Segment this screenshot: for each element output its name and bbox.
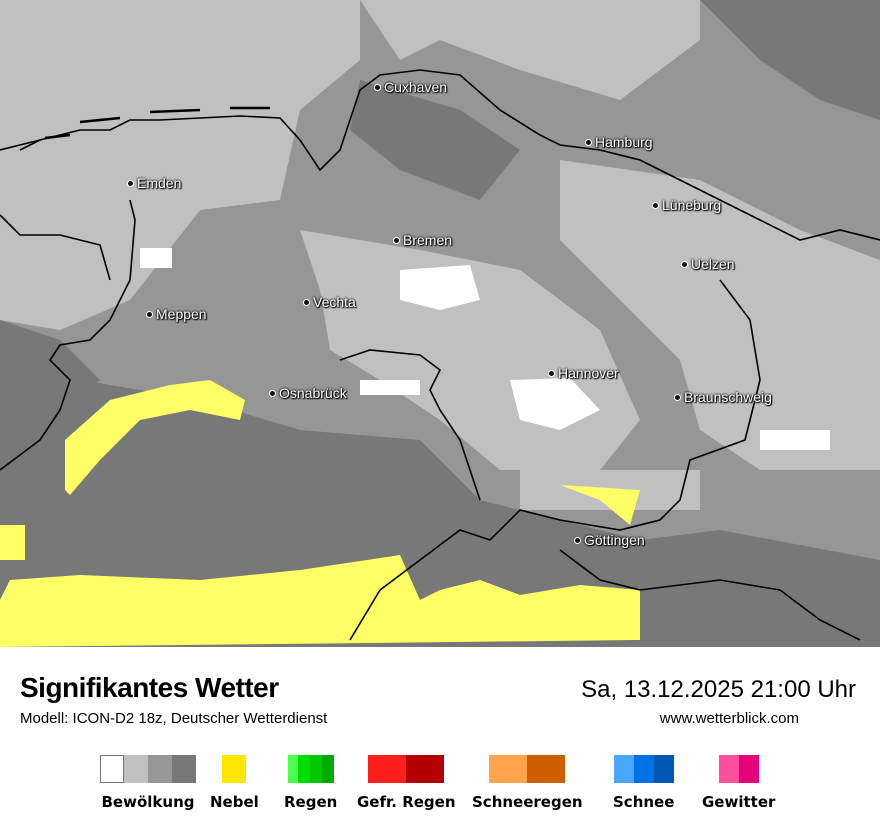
- city-dot: [652, 201, 659, 209]
- city-bremen: Bremen: [393, 232, 452, 248]
- website: www.wetterblick.com: [659, 710, 799, 727]
- legend-schneeregen: Schneeregen: [472, 755, 583, 811]
- legend-swatch: [633, 755, 654, 783]
- borders: [0, 69, 880, 641]
- weather-map: Cuxhaven Hamburg Emden Lüneburg Bremen U…: [0, 0, 880, 647]
- city-hamburg: Hamburg: [585, 134, 653, 150]
- legend-swatch: [287, 755, 298, 783]
- legend-swatch: [297, 755, 310, 783]
- city-dot: [146, 310, 153, 318]
- city-lueneburg: Lüneburg: [652, 197, 721, 213]
- city-dot: [374, 83, 381, 91]
- city-dot: [303, 298, 310, 306]
- fog-areas: [0, 380, 640, 647]
- legend-swatch: [527, 755, 566, 783]
- legend-swatch: [124, 755, 148, 783]
- city-goettingen: Göttingen: [574, 532, 645, 548]
- city-dot: [393, 236, 400, 244]
- legend-swatch: [368, 755, 407, 783]
- city-dot: [681, 260, 688, 268]
- legend-swatches: [287, 755, 334, 783]
- legend-regen: Regen: [284, 755, 337, 811]
- legend-swatch: [148, 755, 172, 783]
- legend-swatch: [172, 755, 196, 783]
- legend-swatches: [368, 755, 445, 783]
- legend-swatches: [613, 755, 674, 783]
- city-dot: [585, 138, 592, 146]
- city-cuxhaven: Cuxhaven: [374, 79, 447, 95]
- legend-swatch: [222, 755, 247, 783]
- city-vechta: Vechta: [303, 294, 356, 310]
- city-osnabrueck: Osnabrück: [269, 385, 347, 401]
- legend-swatch: [738, 755, 759, 783]
- city-emden: Emden: [127, 175, 181, 191]
- legend-gewitter: Gewitter: [702, 755, 775, 811]
- legend-gefr-regen: Gefr. Regen: [357, 755, 456, 811]
- map-title: Signifikantes Wetter: [20, 672, 279, 703]
- cloud-free: [140, 248, 830, 450]
- legend-swatch: [718, 755, 739, 783]
- city-meppen: Meppen: [146, 306, 207, 322]
- legend-bewoelkung: Bewölkung: [100, 755, 196, 811]
- legend-swatch: [309, 755, 322, 783]
- city-braunschweig: Braunschweig: [674, 389, 772, 405]
- legend-swatch: [613, 755, 634, 783]
- model-info: Modell: ICON-D2 18z, Deutscher Wetterdie…: [20, 710, 328, 727]
- city-dot: [548, 369, 555, 377]
- legend-swatch: [406, 755, 445, 783]
- city-dot: [674, 393, 681, 401]
- legend-swatch: [100, 755, 124, 783]
- legend-swatches: [489, 755, 566, 783]
- legend-swatch: [489, 755, 528, 783]
- legend-swatches: [718, 755, 759, 783]
- forecast-datetime: Sa, 13.12.2025 21:00 Uhr: [581, 676, 856, 703]
- legend-nebel: Nebel: [210, 755, 259, 811]
- city-dot: [127, 179, 134, 187]
- city-dot: [269, 389, 276, 397]
- legend-swatches: [222, 755, 247, 783]
- city-uelzen: Uelzen: [681, 256, 735, 272]
- city-hannover: Hannover: [548, 365, 619, 381]
- legend-swatch: [653, 755, 674, 783]
- map-layers: [0, 0, 880, 647]
- legend-swatches: [100, 755, 196, 783]
- legend-swatch: [321, 755, 334, 783]
- city-dot: [574, 536, 581, 544]
- legend-schnee: Schnee: [613, 755, 674, 811]
